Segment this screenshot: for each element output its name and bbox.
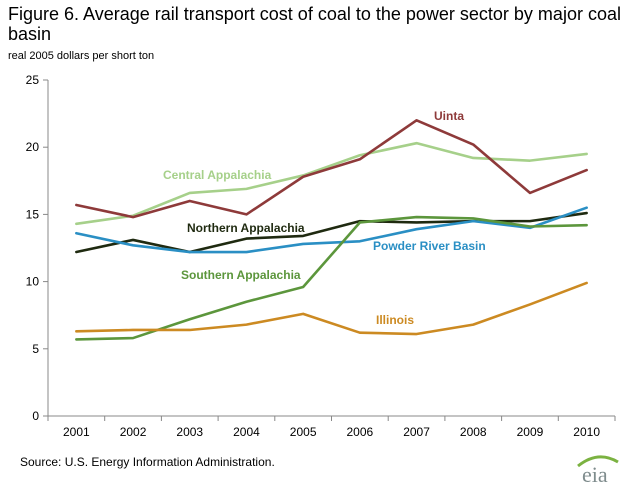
x-tick-label: 2010: [573, 425, 600, 439]
source-note: Source: U.S. Energy Information Administ…: [20, 455, 275, 469]
series-line-southern-appalachia: [75, 215, 588, 341]
y-tick-label: 0: [32, 409, 39, 423]
x-tick-label: 2002: [120, 425, 147, 439]
series-label-uinta: Uinta: [434, 109, 464, 123]
series-label-northern-appalachia: Northern Appalachia: [187, 221, 305, 235]
series-line-uinta: [75, 119, 588, 219]
x-tick-label: 2005: [290, 425, 317, 439]
x-tick-label: 2008: [460, 425, 487, 439]
y-axis-label: real 2005 dollars per short ton: [8, 50, 155, 62]
series-label-powder-river-basin: Powder River Basin: [373, 239, 486, 253]
y-tick-label: 10: [26, 275, 40, 289]
y-tick-label: 20: [26, 140, 40, 154]
x-tick-label: 2001: [63, 425, 90, 439]
series-line-northern-appalachia: [75, 211, 588, 254]
series-label-central-appalachia: Central Appalachia: [163, 168, 272, 182]
series-label-southern-appalachia: Southern Appalachia: [181, 268, 301, 282]
series-line-illinois: [75, 281, 588, 336]
x-tick-label: 2004: [233, 425, 260, 439]
series-line-powder-river-basin: [75, 206, 588, 254]
x-tick-label: 2007: [403, 425, 430, 439]
chart-title: Figure 6. Average rail transport cost of…: [8, 4, 621, 44]
y-tick-label: 15: [26, 207, 40, 221]
series-line-central-appalachia: [75, 141, 588, 226]
eia-logo: eia: [572, 452, 624, 493]
series-label-illinois: Illinois: [376, 313, 414, 327]
x-tick-label: 2006: [346, 425, 373, 439]
eia-logo-text: eia: [582, 462, 608, 487]
x-tick-label: 2009: [517, 425, 544, 439]
y-tick-label: 25: [26, 73, 40, 87]
y-tick-label: 5: [32, 342, 39, 356]
x-tick-label: 2003: [176, 425, 203, 439]
